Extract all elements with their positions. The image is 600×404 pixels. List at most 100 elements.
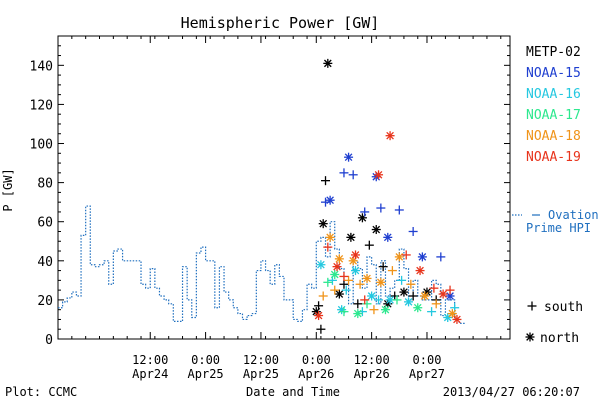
x-tick-label-date: Apr26 xyxy=(298,367,334,381)
south-point xyxy=(355,279,365,289)
x-tick-label-date: Apr25 xyxy=(188,367,224,381)
y-tick-label: 20 xyxy=(37,294,53,309)
marker-stroke xyxy=(335,290,344,298)
south-point xyxy=(376,203,386,213)
marker-stroke xyxy=(319,219,328,228)
north-point xyxy=(325,195,335,205)
north-point xyxy=(332,262,342,272)
south-point xyxy=(323,242,333,252)
x-tick-label-time: 0:00 xyxy=(191,353,220,367)
north-point xyxy=(316,260,326,270)
north-point xyxy=(415,266,425,276)
north-point xyxy=(346,232,356,242)
north-point xyxy=(376,277,386,287)
x-tick-label-date: Apr26 xyxy=(354,367,390,381)
north-point xyxy=(420,291,430,301)
south-point xyxy=(445,285,455,295)
south-point xyxy=(360,207,370,217)
y-tick-label: 40 xyxy=(37,255,53,270)
marker-stroke xyxy=(400,288,408,296)
south-point xyxy=(339,279,349,289)
north-point xyxy=(438,289,448,299)
north-point xyxy=(323,58,333,68)
marker-stroke xyxy=(333,262,341,271)
legend-entry-noaa-19: NOAA-19 xyxy=(526,150,581,165)
north-point xyxy=(422,287,432,297)
south-point xyxy=(408,291,418,301)
south-point xyxy=(348,170,358,180)
north-point xyxy=(374,170,384,180)
marker-stroke xyxy=(351,251,360,259)
south-point xyxy=(323,277,333,287)
y-tick-label: 140 xyxy=(30,59,53,74)
marker-stroke xyxy=(395,253,404,261)
south-point xyxy=(374,295,384,305)
north-point xyxy=(404,297,414,307)
north-point xyxy=(383,232,393,242)
marker-stroke xyxy=(326,233,334,242)
north-point xyxy=(314,311,324,321)
symbol-legend-south: south xyxy=(544,300,583,315)
south-point xyxy=(362,299,372,309)
north-point xyxy=(325,232,335,242)
marker-stroke xyxy=(404,298,413,306)
north-point xyxy=(334,289,344,299)
north-point xyxy=(413,303,423,313)
marker-stroke xyxy=(377,278,385,287)
series-metp-02 xyxy=(311,58,441,334)
north-point xyxy=(350,266,360,276)
x-axis-label: Date and Time xyxy=(246,385,340,399)
x-tick-label-time: 0:00 xyxy=(413,353,442,367)
south-point xyxy=(353,299,363,309)
marker-stroke xyxy=(374,170,383,179)
south-point xyxy=(397,275,407,285)
south-point xyxy=(387,266,397,276)
plot-frame xyxy=(57,35,511,340)
series-noaa-15 xyxy=(321,152,455,301)
x-tick-label-time: 12:00 xyxy=(354,353,390,367)
series-noaa-19 xyxy=(314,131,462,324)
north-point xyxy=(385,131,395,141)
marker-stroke xyxy=(314,311,323,320)
series-noaa-18 xyxy=(318,232,457,319)
legend-entry-metp-02: METP-02 xyxy=(526,45,581,60)
marker-stroke xyxy=(326,196,334,205)
marker-stroke xyxy=(386,131,394,140)
south-point xyxy=(339,307,349,317)
ovation-line xyxy=(58,205,466,324)
marker-stroke xyxy=(347,233,355,242)
marker-stroke xyxy=(453,315,461,324)
y-tick-label: 100 xyxy=(30,138,53,153)
marker-stroke xyxy=(446,292,454,300)
north-point xyxy=(394,252,404,262)
north-point xyxy=(330,269,340,279)
marker-stroke xyxy=(351,266,360,275)
south-point xyxy=(394,205,404,215)
south-point xyxy=(427,307,437,317)
legend-entry-noaa-17: NOAA-17 xyxy=(526,108,581,123)
x-tick-label-time: 12:00 xyxy=(132,353,168,367)
north-point xyxy=(334,254,344,264)
south-point xyxy=(314,301,324,311)
south-point xyxy=(401,250,411,260)
marker-stroke xyxy=(353,309,362,318)
chart-title: Hemispheric Power [GW] xyxy=(181,14,380,32)
north-point xyxy=(367,291,377,301)
marker-stroke xyxy=(386,296,394,304)
north-point xyxy=(399,287,409,297)
marker-stroke xyxy=(420,292,429,300)
north-point xyxy=(447,309,457,319)
marker-stroke xyxy=(363,274,371,283)
south-point xyxy=(339,168,349,178)
south-point xyxy=(527,301,537,311)
south-point xyxy=(341,285,351,295)
south-point xyxy=(316,324,326,334)
legend-entry-noaa-15: NOAA-15 xyxy=(526,66,581,81)
symbol-legend-north: north xyxy=(540,331,579,346)
ovation-legend-line1: Ovation xyxy=(548,208,599,222)
footer-timestamp: 2013/04/27 06:20:07 xyxy=(443,385,580,399)
south-point xyxy=(360,295,370,305)
marker-stroke xyxy=(448,309,457,318)
south-point xyxy=(408,226,418,236)
